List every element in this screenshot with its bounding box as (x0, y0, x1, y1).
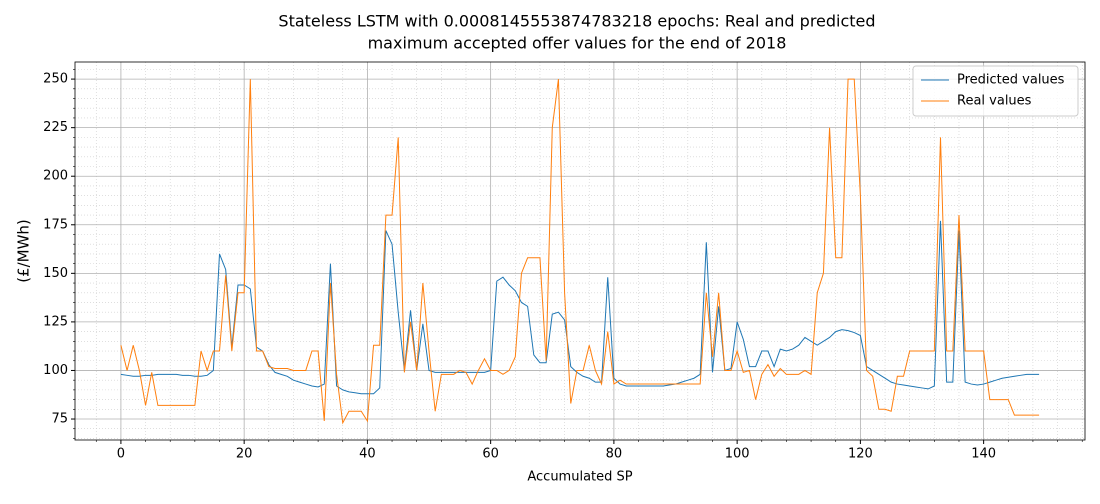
x-tick-label: 120 (848, 447, 873, 462)
y-tick-label: 200 (43, 169, 68, 184)
y-tick-label: 250 (43, 72, 68, 87)
series-line (120, 220, 1040, 395)
y-axis-label: (£/MWh) (15, 219, 33, 283)
legend: Predicted values Real values (912, 65, 1079, 117)
y-tick-label: 225 (43, 120, 68, 135)
legend-box (912, 65, 1079, 117)
x-tick-label: 0 (117, 447, 125, 462)
plot-frame (74, 61, 1086, 441)
x-tick-label: 40 (359, 447, 376, 462)
x-axis-label: Accumulated SP (527, 470, 632, 485)
legend-label: Real values (957, 94, 1032, 109)
y-tick-label: 125 (43, 314, 68, 329)
legend-label: Predicted values (957, 73, 1065, 88)
series-line (120, 78, 1040, 425)
chart-title: Stateless LSTM with 0.000814555387478321… (278, 12, 875, 31)
x-tick-label: 140 (971, 447, 996, 462)
y-tick-label: 75 (51, 412, 68, 427)
x-tick-label: 100 (725, 447, 750, 462)
x-tick-label: 80 (606, 447, 623, 462)
y-tick-label: 100 (43, 363, 68, 378)
x-tick-label: 60 (482, 447, 499, 462)
y-tick-label: 175 (43, 217, 68, 232)
x-tick-label: 20 (236, 447, 253, 462)
y-tick-label: 150 (43, 266, 68, 281)
chart-title: maximum accepted offer values for the en… (368, 34, 787, 53)
